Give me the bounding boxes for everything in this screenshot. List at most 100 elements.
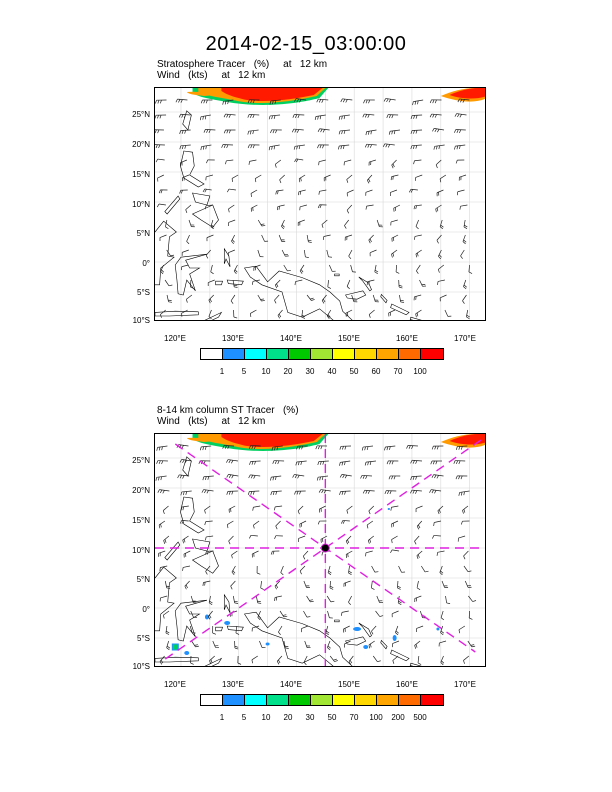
wind-barb-staff xyxy=(158,203,166,206)
wind-barb-feather xyxy=(274,284,278,289)
wind-barb xyxy=(277,309,283,319)
wind-barb-feather xyxy=(346,510,349,514)
wind-barb-feather xyxy=(458,629,461,634)
wind-barb-feather xyxy=(230,586,233,590)
wind-barb-feather xyxy=(202,446,205,451)
wind-barb xyxy=(301,625,309,633)
wind-barb xyxy=(188,219,195,228)
wind-barb-staff xyxy=(304,640,308,648)
wind-barb-feather xyxy=(322,461,325,465)
wind-barb-feather xyxy=(234,600,238,603)
wind-barb-feather xyxy=(250,193,252,197)
bottom-map xyxy=(154,433,486,667)
wind-barb xyxy=(232,595,239,604)
wind-barb-feather xyxy=(296,445,299,450)
wind-barb-feather xyxy=(300,269,304,273)
top-colorbar xyxy=(200,348,444,360)
wind-barb xyxy=(261,234,269,242)
wind-barb-feather xyxy=(382,143,386,148)
wind-barb-feather xyxy=(234,269,238,273)
wind-barb-feather xyxy=(159,661,163,665)
wind-barb-staff xyxy=(160,264,164,272)
colorbar-label: 5 xyxy=(241,713,247,722)
wind-barb-feather xyxy=(459,114,462,118)
wind-barb xyxy=(318,159,326,166)
wind-barb-feather xyxy=(364,446,366,451)
wind-barb xyxy=(204,204,213,210)
wind-barb-feather xyxy=(275,584,279,589)
wind-barb-feather xyxy=(321,476,324,481)
wind-barb-staff xyxy=(345,550,353,555)
wind-barb-feather xyxy=(155,100,157,104)
wind-barb-feather xyxy=(175,98,178,103)
wind-barb-staff xyxy=(276,189,284,192)
wind-barb xyxy=(159,595,168,602)
wind-barb xyxy=(226,490,238,495)
wind-barb-feather xyxy=(183,114,186,118)
wind-barb xyxy=(365,204,374,210)
wind-barb-feather xyxy=(210,271,214,275)
wind-barb-staff xyxy=(342,520,350,522)
wind-barb-feather xyxy=(208,316,212,320)
wind-barb-feather xyxy=(385,143,388,148)
colorbar-label: 1 xyxy=(219,713,225,722)
wind-barb xyxy=(160,309,166,318)
wind-barb-feather xyxy=(231,571,235,575)
wind-barb-feather xyxy=(418,524,421,529)
wind-barb-feather xyxy=(160,523,162,528)
wind-barb xyxy=(365,189,373,196)
wind-barb-staff xyxy=(250,445,261,447)
coastline xyxy=(174,599,208,642)
wind-barb-staff xyxy=(321,219,328,225)
wind-barb-feather xyxy=(275,476,277,481)
wind-barb-feather xyxy=(235,632,240,635)
wind-barb-feather xyxy=(274,100,277,104)
wind-barb xyxy=(281,219,285,230)
wind-barb xyxy=(299,565,306,575)
wind-barb-feather xyxy=(161,446,163,451)
wind-barb xyxy=(386,460,399,465)
wind-barb-staff xyxy=(281,219,285,227)
wind-barb-feather xyxy=(273,506,276,511)
wind-barb-feather xyxy=(184,130,187,134)
wind-barb xyxy=(319,505,326,513)
wind-barb-feather xyxy=(455,160,458,164)
wind-barb-staff xyxy=(345,535,352,542)
wind-barb-staff xyxy=(434,520,442,523)
wind-barb-feather xyxy=(390,507,392,511)
wind-barb-feather xyxy=(389,490,392,495)
wind-barb xyxy=(368,309,375,318)
colorbar-swatch xyxy=(399,695,421,705)
wind-barb xyxy=(230,580,236,590)
wind-barb-feather xyxy=(431,474,434,478)
wind-barb-feather xyxy=(430,460,433,465)
wind-barb xyxy=(232,279,238,288)
wind-barb xyxy=(463,219,468,229)
wind-barb-staff xyxy=(342,98,353,101)
wind-barb-feather xyxy=(202,146,205,150)
wind-barb xyxy=(467,640,476,648)
wind-barb xyxy=(306,294,315,301)
wind-barb-feather xyxy=(226,188,230,193)
colorbar-swatch xyxy=(333,349,355,359)
wind-barb xyxy=(460,249,465,259)
wind-barb xyxy=(361,445,374,451)
wind-barb-feather xyxy=(211,224,215,228)
wind-barb xyxy=(248,474,261,479)
wind-barb xyxy=(343,159,352,166)
wind-barb xyxy=(199,114,211,121)
wind-barb xyxy=(160,264,165,275)
wind-barb-staff xyxy=(205,565,211,572)
wind-barb xyxy=(365,129,377,136)
wind-barb-staff xyxy=(395,264,397,273)
wind-barb-feather xyxy=(253,445,257,450)
wind-barb-feather xyxy=(249,130,252,135)
wind-barb xyxy=(371,580,375,590)
wind-barb-staff xyxy=(228,505,236,510)
wind-barb-staff xyxy=(431,489,442,492)
wind-barb-staff xyxy=(231,550,238,556)
lon-label: 170°E xyxy=(454,334,476,343)
wind-barb-staff xyxy=(346,174,353,180)
wind-barb xyxy=(155,114,167,119)
wind-barb xyxy=(200,99,213,104)
